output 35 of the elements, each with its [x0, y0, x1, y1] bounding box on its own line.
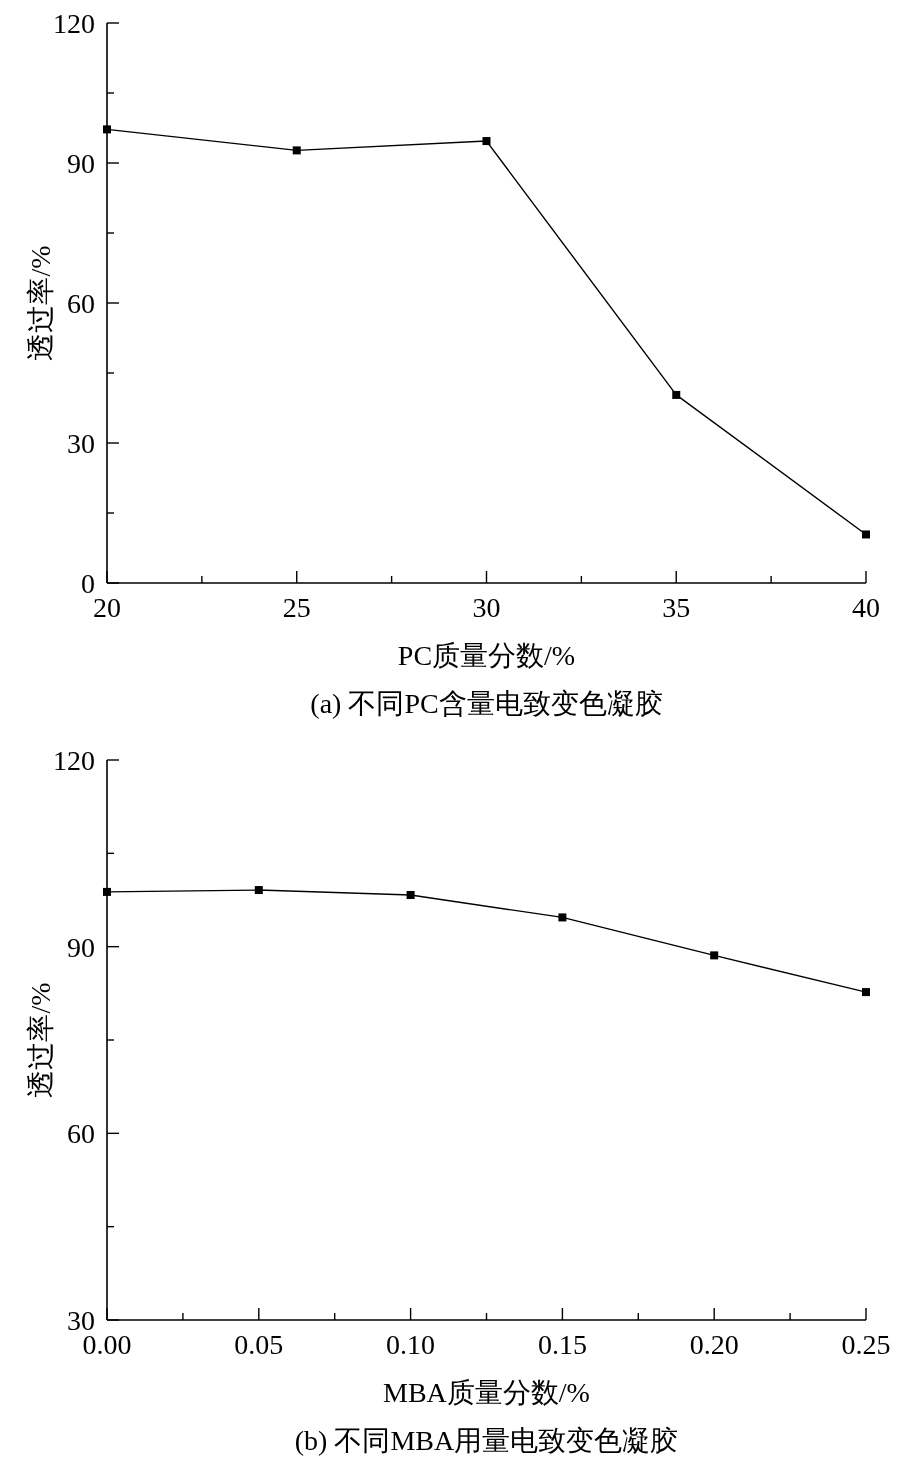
point	[862, 530, 870, 539]
point	[482, 137, 491, 146]
point	[862, 988, 870, 997]
x-tick-label: 25	[282, 592, 311, 623]
y-tick-label: 120	[53, 7, 95, 39]
x-tick-label: 40	[852, 592, 880, 623]
y-tick-label: 90	[67, 931, 95, 963]
x-tick-label: 30	[472, 592, 501, 623]
text: (a) 不同PC含量电致变色凝胶	[310, 688, 663, 719]
x-tick-label: 0.25	[841, 1329, 891, 1360]
y-tick-label: 30	[67, 427, 95, 459]
y-tick-label: 0	[81, 567, 95, 599]
point	[672, 390, 681, 399]
point	[103, 125, 111, 134]
x-tick-label: 20	[93, 592, 121, 623]
point	[292, 146, 301, 155]
x-tick-label: 0.05	[234, 1329, 284, 1360]
x-tick-label: 0.20	[689, 1329, 739, 1360]
x-axis-title: PC质量分数/%	[397, 640, 576, 671]
point	[558, 913, 567, 922]
y-axis-title: 透过率/%	[24, 982, 56, 1098]
point	[710, 951, 719, 960]
y-tick-label: 60	[67, 1117, 95, 1149]
x-axis-title: MBA质量分数/%	[383, 1377, 590, 1408]
y-tick-label: 120	[53, 744, 95, 776]
point	[406, 891, 415, 900]
point	[254, 886, 263, 895]
y-tick-label: 90	[67, 147, 95, 179]
point	[103, 887, 111, 896]
y-tick-label: 60	[67, 287, 95, 319]
x-tick-label: 35	[662, 592, 691, 623]
y-axis-title: 透过率/%	[24, 245, 56, 361]
x-tick-label: 0.15	[537, 1329, 587, 1360]
text: (b) 不同MBA用量电致变色凝胶	[294, 1425, 679, 1456]
x-tick-label: 0.10	[386, 1329, 436, 1360]
